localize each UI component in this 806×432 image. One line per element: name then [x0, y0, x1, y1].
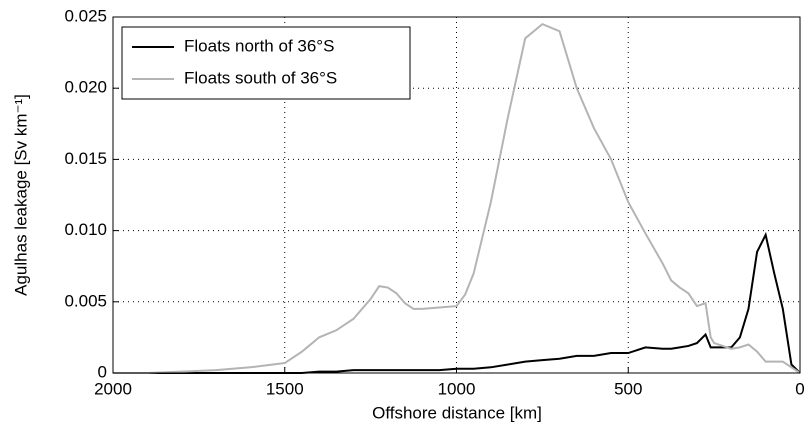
x-axis-label: Offshore distance [km]	[372, 403, 542, 422]
y-tick-label: 0.010	[64, 220, 107, 239]
x-tick-label: 0	[795, 379, 804, 398]
legend-box	[121, 26, 411, 100]
x-tick-label: 1000	[438, 379, 476, 398]
y-tick-label: 0.025	[64, 6, 107, 25]
y-tick-label: 0.020	[64, 78, 107, 97]
x-tick-label: 1500	[266, 379, 304, 398]
y-tick-label: 0.015	[64, 149, 107, 168]
x-tick-label: 2000	[94, 379, 132, 398]
data-line	[113, 231, 801, 374]
data-line	[113, 22, 801, 374]
plot-frame	[112, 16, 801, 374]
y-axis-label: Agulhas leakage [Sv km⁻¹]	[11, 94, 30, 296]
legend-label: Floats south of 36°S	[184, 68, 337, 87]
legend-label: Floats north of 36°S	[184, 36, 334, 55]
y-tick-label: 0	[98, 362, 107, 381]
x-tick-label: 500	[614, 379, 642, 398]
y-tick-label: 0.005	[64, 291, 107, 310]
